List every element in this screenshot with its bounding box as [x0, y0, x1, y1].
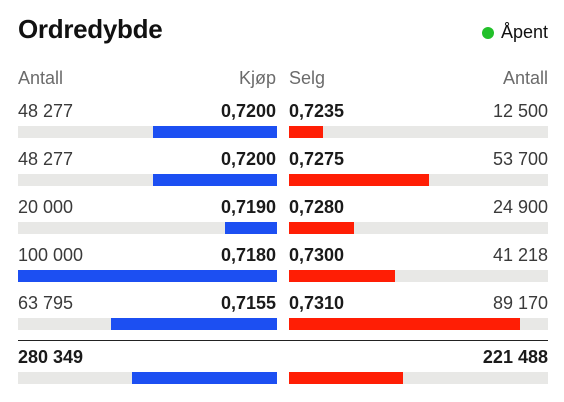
bid-quantity: 48 277	[18, 101, 74, 121]
total-bid-depth-bar	[132, 372, 277, 384]
bid-quantity: 48 277	[18, 149, 74, 169]
bid-depth-bar	[153, 174, 277, 186]
ask-depth-track	[289, 126, 548, 138]
total-ask-depth-track	[289, 372, 548, 384]
ask-depth-bar	[289, 318, 520, 330]
ask-quantity: 24 900	[492, 197, 548, 217]
bid-price: 0,7190	[220, 197, 276, 217]
totals-divider	[18, 340, 548, 341]
ask-depth-bar	[289, 222, 354, 234]
column-header-ask-price: Selg	[289, 68, 326, 88]
ask-price: 0,7280	[289, 197, 345, 217]
ask-quantity: 12 500	[492, 101, 548, 121]
column-header-ask-quantity: Antall	[502, 68, 548, 88]
total-bid-depth-track	[18, 372, 277, 384]
bid-depth-bar	[111, 318, 277, 330]
ask-price: 0,7275	[289, 149, 345, 169]
ask-depth-bar	[289, 126, 323, 138]
ask-depth-track	[289, 270, 548, 282]
total-ask-depth-bar	[289, 372, 403, 384]
market-status: Åpent	[481, 22, 548, 43]
ask-depth-bar	[289, 174, 429, 186]
bid-price: 0,7155	[220, 293, 276, 313]
bid-quantity: 20 000	[18, 197, 74, 217]
bid-depth-track	[18, 126, 277, 138]
ask-depth-track	[289, 318, 548, 330]
bid-depth-bar	[153, 126, 277, 138]
bid-price: 0,7200	[220, 149, 276, 169]
bid-depth-track	[18, 318, 277, 330]
bid-quantity: 63 795	[18, 293, 74, 313]
column-header-bid-price: Kjøp	[238, 68, 276, 88]
bid-depth-track	[18, 222, 277, 234]
ask-price: 0,7235	[289, 101, 345, 121]
ask-price: 0,7310	[289, 293, 345, 313]
ask-depth-track	[289, 222, 548, 234]
status-label: Åpent	[500, 22, 548, 42]
ask-depth-bar	[289, 270, 395, 282]
bid-price: 0,7180	[220, 245, 276, 265]
bid-depth-track	[18, 174, 277, 186]
ask-price: 0,7300	[289, 245, 345, 265]
ask-quantity: 41 218	[492, 245, 548, 265]
page-title: Ordredybde	[18, 14, 163, 44]
bid-quantity: 100 000	[18, 245, 84, 265]
bid-depth-track	[18, 270, 277, 282]
bid-price: 0,7200	[220, 101, 276, 121]
bid-depth-bar	[225, 222, 277, 234]
order-book-header: Ordredybde Åpent	[18, 14, 548, 50]
ask-quantity: 89 170	[492, 293, 548, 313]
ask-depth-track	[289, 174, 548, 186]
total-ask-quantity: 221 488	[482, 347, 548, 367]
total-bid-quantity: 280 349	[18, 347, 84, 367]
status-dot-icon	[481, 26, 494, 39]
column-header-bid-quantity: Antall	[18, 68, 64, 88]
bid-depth-bar	[18, 270, 277, 282]
ask-quantity: 53 700	[492, 149, 548, 169]
